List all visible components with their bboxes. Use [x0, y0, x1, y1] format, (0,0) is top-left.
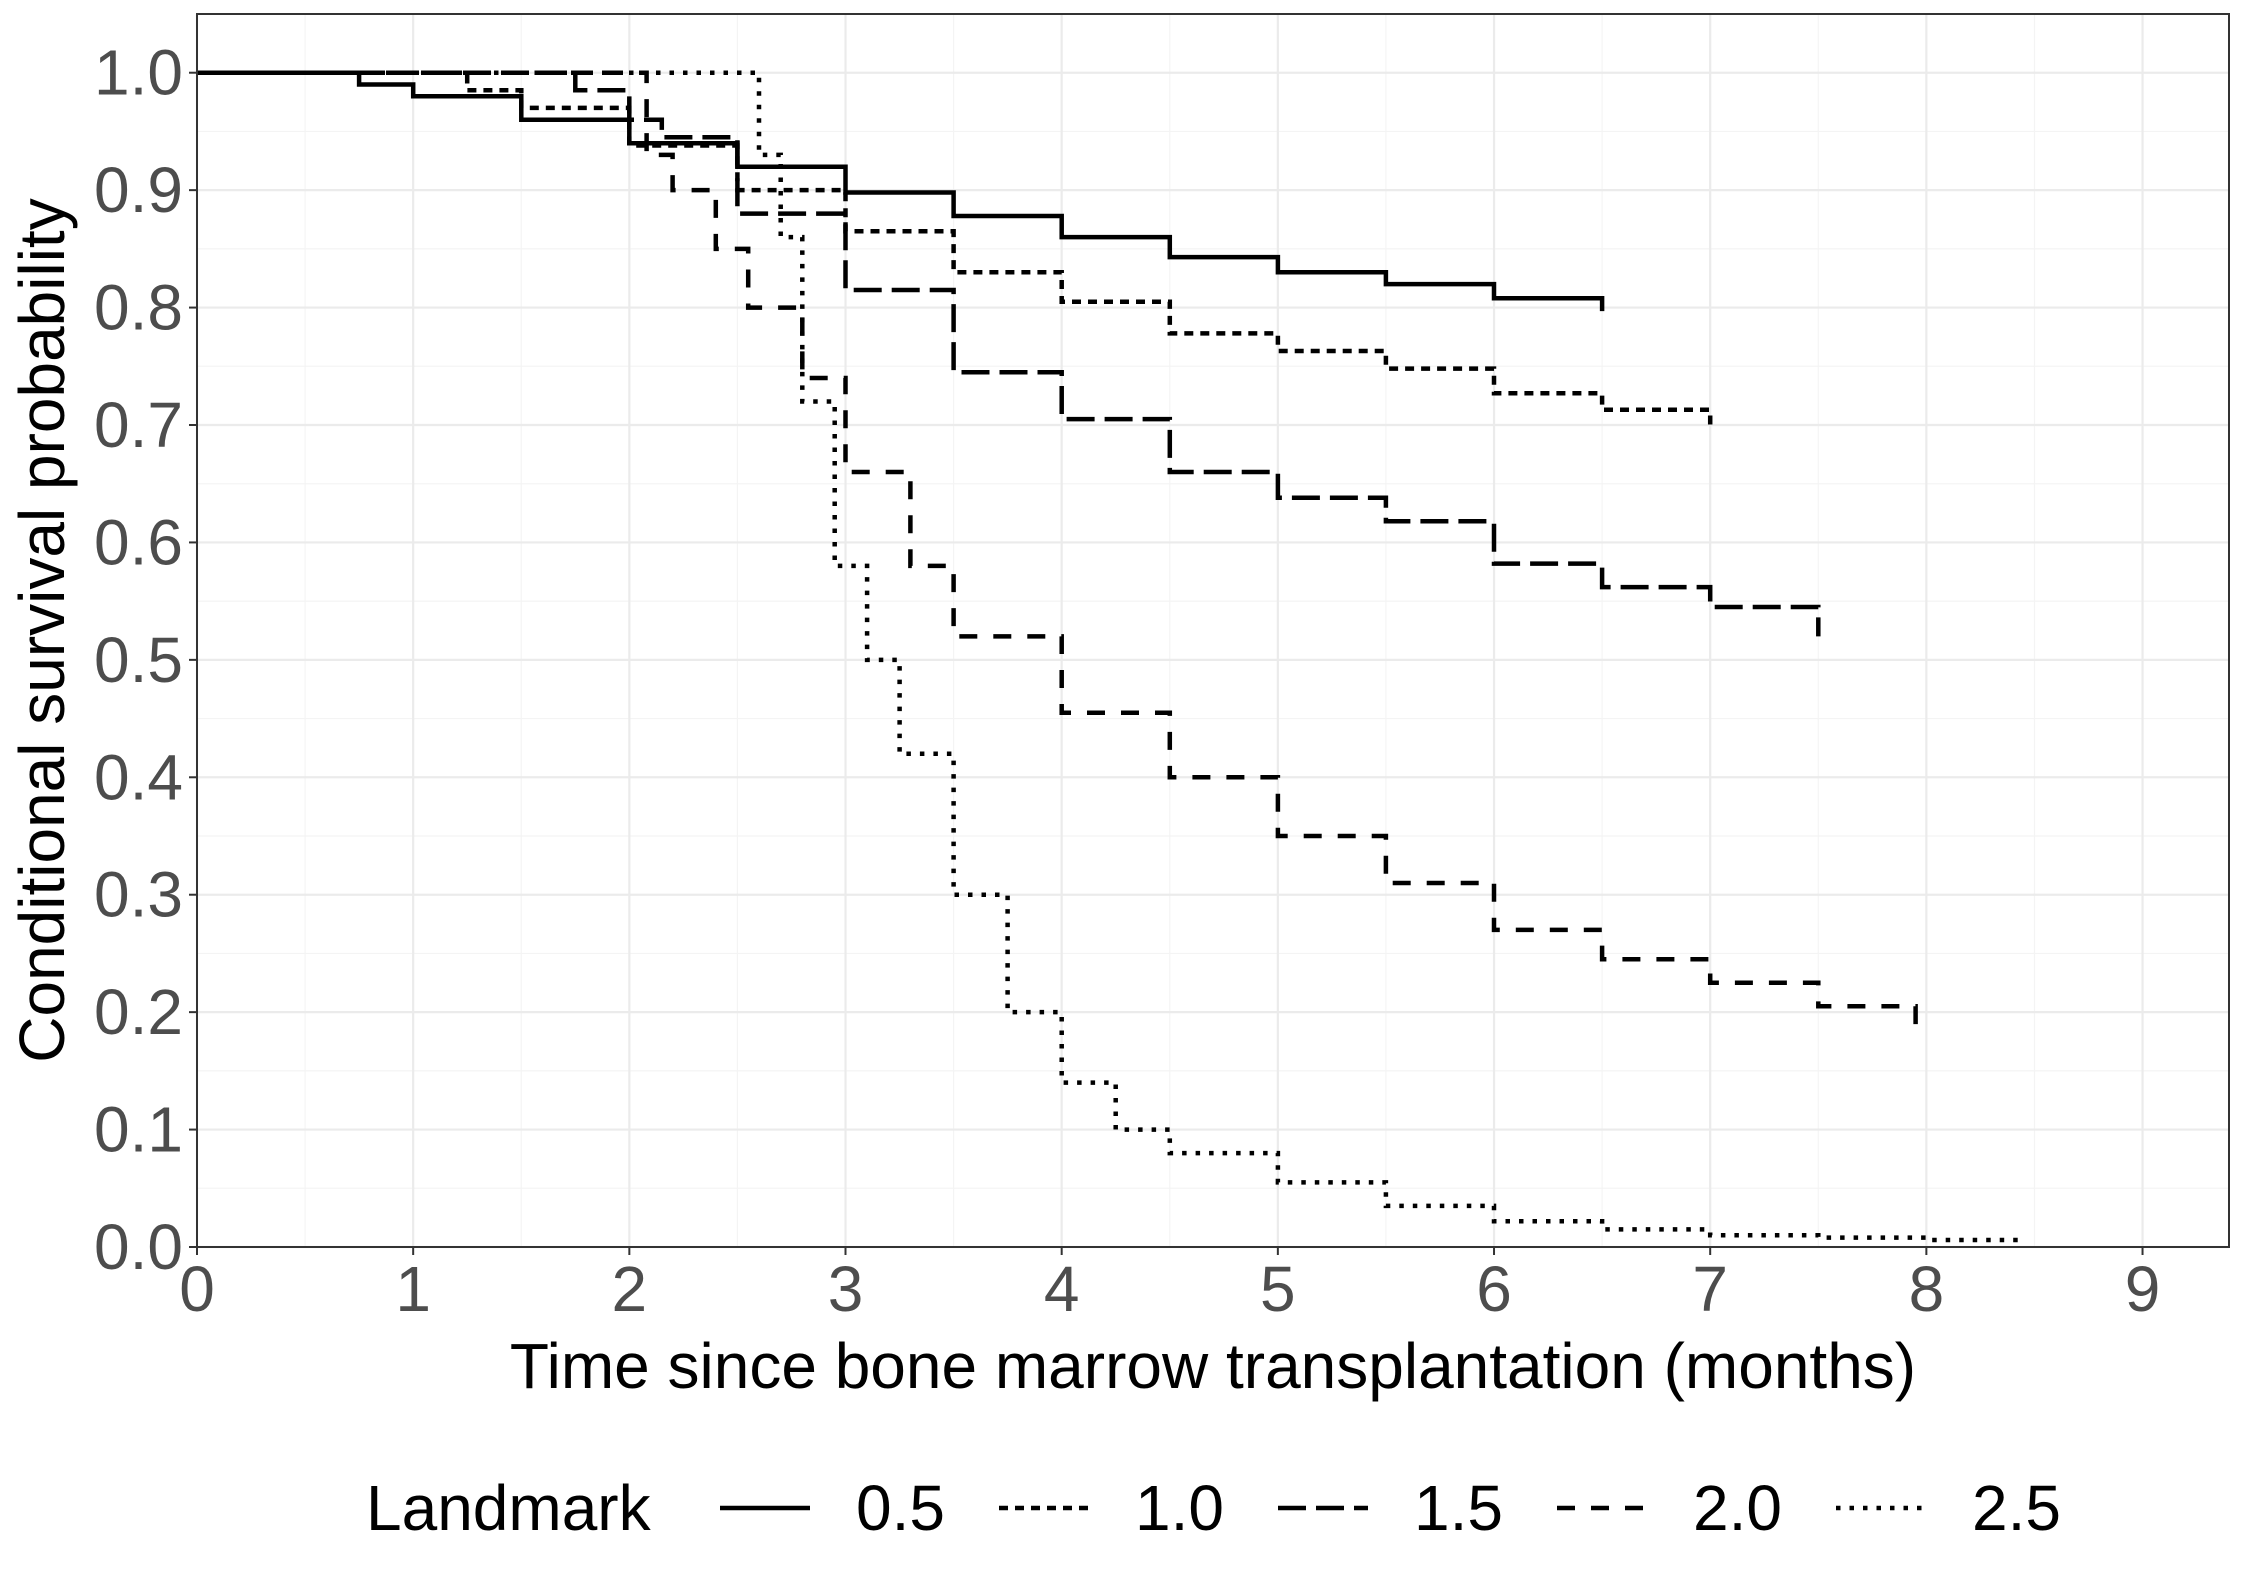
y-axis-title: Conditional survival probability [6, 198, 78, 1062]
y-tick-label: 0.3 [94, 859, 183, 931]
y-tick-label: 0.0 [94, 1211, 183, 1283]
series-layer [197, 70, 2026, 1243]
series-line-1-5 [197, 70, 1821, 637]
y-axis-ticks: 0.0 0.1 0.2 0.3 0.4 0.5 0.6 0.7 0.8 0.9 1.0 [94, 37, 197, 1283]
y-tick-label: 0.1 [94, 1094, 183, 1166]
y-tick-label: 0.2 [94, 976, 183, 1048]
plot-panel-border [196, 13, 2230, 1248]
series-line-0-5 [197, 70, 1605, 312]
y-tick-label: 0.5 [94, 624, 183, 696]
legend-label: 0.5 [856, 1472, 945, 1544]
x-tick-label: 0 [179, 1253, 215, 1325]
x-tick-label: 7 [1692, 1253, 1728, 1325]
x-tick-label: 8 [1909, 1253, 1945, 1325]
y-tick-label: 0.8 [94, 272, 183, 344]
y-tick-label: 0.6 [94, 506, 183, 578]
x-axis-ticks: 0 1 2 3 4 5 6 7 8 9 [179, 1247, 2160, 1325]
x-tick-label: 5 [1260, 1253, 1296, 1325]
legend-label: 1.5 [1414, 1472, 1503, 1544]
legend-label: 2.5 [1972, 1472, 2061, 1544]
x-tick-label: 9 [2125, 1253, 2161, 1325]
y-tick-label: 0.7 [94, 389, 183, 461]
x-tick-label: 6 [1476, 1253, 1512, 1325]
legend-items: 0.5 1.0 1.5 2.0 2.5 [720, 1472, 2061, 1544]
x-axis-title: Time since bone marrow transplantation (… [510, 1330, 1916, 1402]
legend-label: 1.0 [1135, 1472, 1224, 1544]
x-tick-label: 1 [395, 1253, 431, 1325]
series-line-2-5 [197, 70, 2026, 1243]
x-tick-label: 3 [828, 1253, 864, 1325]
legend-title: Landmark [366, 1472, 652, 1544]
x-tick-label: 2 [612, 1253, 648, 1325]
series-line-2-0 [197, 70, 1918, 1027]
grid-minor-lines [197, 14, 2229, 1247]
y-tick-label: 0.9 [94, 154, 183, 226]
legend-label: 2.0 [1693, 1472, 1782, 1544]
y-tick-label: 1.0 [94, 37, 183, 109]
series-line-1-0 [197, 70, 1713, 425]
legend: Landmark 0.5 1.0 1.5 2.0 2.5 [366, 1472, 2061, 1544]
y-tick-label: 0.4 [94, 741, 183, 813]
x-tick-label: 4 [1044, 1253, 1080, 1325]
